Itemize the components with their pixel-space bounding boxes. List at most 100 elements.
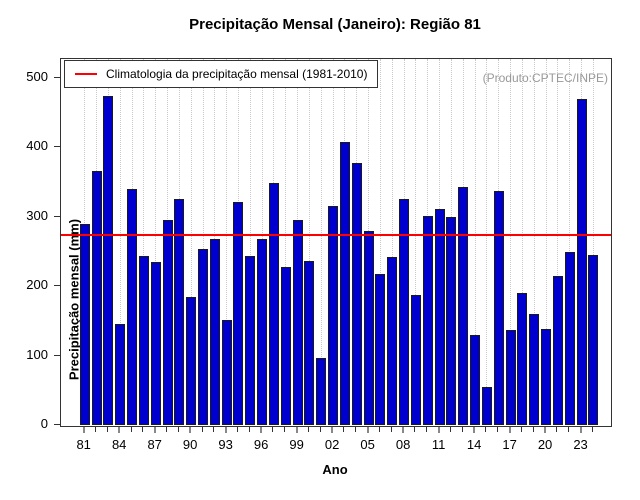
bar-83 [103,96,114,425]
gridline [592,59,594,425]
gridline [190,59,192,425]
bar-92 [209,239,220,425]
bar-24 [588,254,599,425]
y-tick [54,424,60,425]
gridline [143,59,145,425]
bar-02 [328,205,339,425]
x-tick [142,427,144,432]
bar-94 [233,201,244,425]
x-tick [319,427,321,432]
y-tick [54,215,60,217]
bar-98 [280,267,291,425]
legend-line-sample [75,73,97,75]
x-tick-label: 96 [253,437,269,452]
gridline [155,59,157,425]
bar-13 [458,186,469,425]
bar-17 [505,329,516,425]
bar-09 [410,294,421,425]
watermark: (Produto:CPTEC/INPE) [482,71,608,85]
x-tick [106,427,108,432]
gridline [510,59,512,425]
x-tick [166,427,167,432]
x-tick [485,427,487,432]
x-tick [284,427,286,432]
gridline [521,59,523,425]
x-tick [177,427,179,432]
bar-86 [138,256,149,425]
x-tick [153,427,156,433]
bar-03 [339,141,350,425]
bar-00 [304,261,315,425]
bar-84 [115,324,126,425]
gridline [119,59,121,425]
gridline [285,59,287,425]
x-tick-label: 08 [395,437,411,452]
x-tick [118,427,121,433]
bar-19 [529,313,540,425]
bar-05 [363,230,374,425]
x-tick [343,427,345,432]
bar-14 [470,335,481,425]
plot-area: Climatologia da precipitação mensal (198… [60,58,612,427]
x-tick [437,427,440,433]
y-tick-label: 100 [26,346,48,362]
x-tick [295,427,298,433]
x-tick-label: 05 [360,437,375,452]
x-tick [201,427,203,432]
x-tick-label: 23 [573,437,588,452]
bar-89 [174,199,185,425]
x-tick-label: 84 [111,437,127,452]
x-tick [236,427,238,432]
x-axis-label: Ano [322,462,348,477]
gridline [391,59,393,425]
x-tick-label: 20 [537,437,553,452]
bar-87 [150,261,161,425]
bar-01 [316,358,327,425]
gridline [533,59,535,425]
gridline [486,59,488,425]
y-tick [54,77,60,78]
x-tick [591,427,593,432]
gridline [569,59,571,425]
x-tick-label: 81 [76,437,91,452]
x-tick [307,427,309,432]
bar-99 [292,219,303,425]
bar-16 [493,191,504,425]
x-tick [461,427,463,432]
x-tick [260,427,263,433]
x-tick [95,427,97,432]
bar-93 [221,319,232,425]
bar-04 [351,163,362,425]
bar-82 [91,171,102,425]
x-tick [189,427,192,433]
gridline [202,59,204,425]
x-tick-label: 17 [502,437,517,452]
x-tick-label: 14 [466,437,482,452]
bar-85 [127,189,138,425]
bar-22 [564,251,575,425]
bar-96 [257,239,268,425]
gridline [226,59,228,425]
y-tick-label: 500 [26,69,48,84]
bar-23 [576,98,587,425]
x-tick [213,427,215,432]
bar-07 [387,257,398,425]
x-tick [579,427,582,433]
bar-97 [268,182,279,425]
y-tick-label: 0 [40,416,48,431]
bar-88 [162,219,173,425]
legend: Climatologia da precipitação mensal (198… [64,60,379,88]
x-tick [426,427,428,432]
bar-95 [245,256,256,425]
y-tick [54,146,60,148]
gridline [320,59,322,425]
x-tick [272,427,274,432]
x-tick-label: 99 [289,437,304,452]
x-tick [82,427,85,433]
gridline [308,59,310,425]
bar-06 [375,273,386,425]
x-tick-label: 02 [324,437,340,452]
legend-label: Climatologia da precipitação mensal (198… [106,67,368,81]
bar-11 [434,209,445,425]
